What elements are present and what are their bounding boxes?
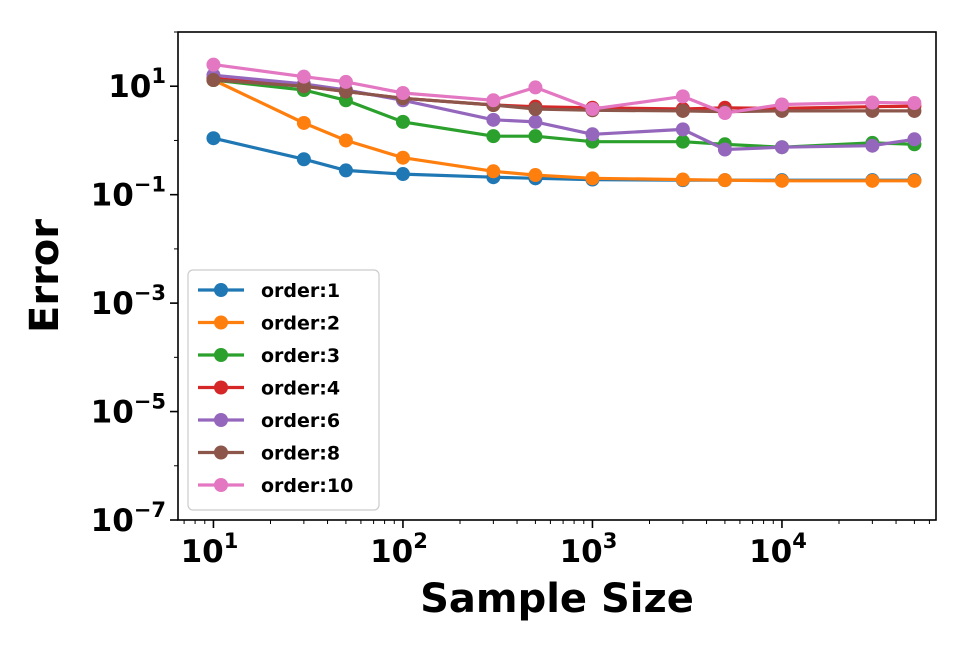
series-layer (206, 57, 922, 188)
data-point (907, 132, 922, 147)
data-point (528, 129, 543, 144)
data-point (296, 69, 311, 84)
data-point (907, 96, 922, 111)
legend-swatch-marker (214, 348, 228, 362)
data-point (338, 133, 353, 148)
data-point (717, 106, 732, 121)
series-line (213, 73, 915, 152)
data-point (338, 74, 353, 89)
data-point (528, 80, 543, 95)
data-point (206, 131, 221, 146)
legend-label: order:8 (261, 443, 340, 465)
legend-swatch-marker (214, 445, 228, 460)
data-point (486, 112, 501, 127)
data-point (774, 173, 789, 188)
data-point (717, 173, 732, 188)
x-tick-label: 104 (749, 529, 807, 570)
y-tick-label: 10−1 (91, 173, 166, 214)
y-tick-label: 10−7 (91, 498, 166, 539)
data-point (675, 89, 690, 104)
data-point (395, 150, 410, 165)
data-point (296, 115, 311, 130)
data-point (675, 172, 690, 187)
legend-swatch-marker (214, 478, 228, 492)
x-tick-label: 101 (181, 529, 239, 570)
data-point (395, 167, 410, 182)
series-line (212, 78, 915, 183)
legend-entry: order:6 (198, 410, 340, 432)
legend-label: order:3 (261, 345, 340, 367)
data-point (486, 93, 501, 108)
data-point (585, 171, 600, 186)
series-order-10 (206, 57, 922, 121)
legend-entry: order:10 (198, 475, 353, 497)
legend-swatch-marker (214, 413, 228, 427)
y-tick-label: 101 (108, 64, 166, 105)
x-tick-label: 103 (560, 529, 618, 570)
data-point (907, 173, 922, 188)
legend: order:1 order:2 order:3 order:4 order:6 order… (187, 269, 380, 511)
legend-entry: order:4 (198, 378, 340, 400)
legend-label: order:6 (261, 410, 340, 432)
legend-swatch-marker (214, 315, 228, 330)
data-point (296, 152, 311, 167)
data-point (528, 102, 543, 117)
data-point (717, 142, 732, 157)
legend-label: order:1 (261, 280, 340, 302)
data-point (338, 163, 353, 178)
legend-entry: order:2 (198, 313, 340, 335)
data-point (528, 168, 543, 183)
plot-frame (177, 31, 937, 521)
y-tick-label: 10−5 (91, 390, 166, 431)
legend-swatch-marker (214, 380, 228, 395)
data-point (486, 129, 501, 144)
legend-entry: order:3 (198, 345, 340, 367)
legend-label: order:2 (261, 313, 340, 335)
data-point (585, 127, 600, 142)
data-point (774, 140, 789, 155)
legend-label: order:4 (261, 378, 340, 400)
legend-entry: order:8 (198, 443, 340, 465)
data-point (675, 122, 690, 137)
data-point (585, 102, 600, 117)
data-point (865, 173, 880, 188)
x-tick-label: 102 (370, 529, 428, 570)
data-point (395, 114, 410, 129)
y-tick-label: 10−3 (91, 281, 166, 322)
axis-ticks: 101 102 103 104 101 10−1 10−3 10−5 10−7 (91, 31, 930, 570)
data-point (865, 95, 880, 110)
legend-swatch-marker (214, 283, 228, 297)
data-point (774, 97, 789, 112)
data-point (528, 114, 543, 129)
series-order-8 (206, 73, 922, 119)
series-line (213, 63, 915, 115)
series-line (213, 78, 915, 114)
data-point (865, 138, 880, 153)
legend-entry: order:1 (198, 280, 340, 302)
series-line (213, 78, 915, 149)
y-axis-label: Error (22, 219, 68, 333)
data-point (206, 73, 221, 88)
data-point (395, 85, 410, 100)
legend-box (187, 269, 380, 511)
series-order-2 (206, 73, 922, 188)
legend-label: order:10 (261, 475, 353, 497)
data-point (675, 103, 690, 118)
x-axis-label: Sample Size (420, 576, 694, 622)
data-point (675, 134, 690, 149)
data-point (486, 164, 501, 179)
data-point (206, 57, 221, 72)
